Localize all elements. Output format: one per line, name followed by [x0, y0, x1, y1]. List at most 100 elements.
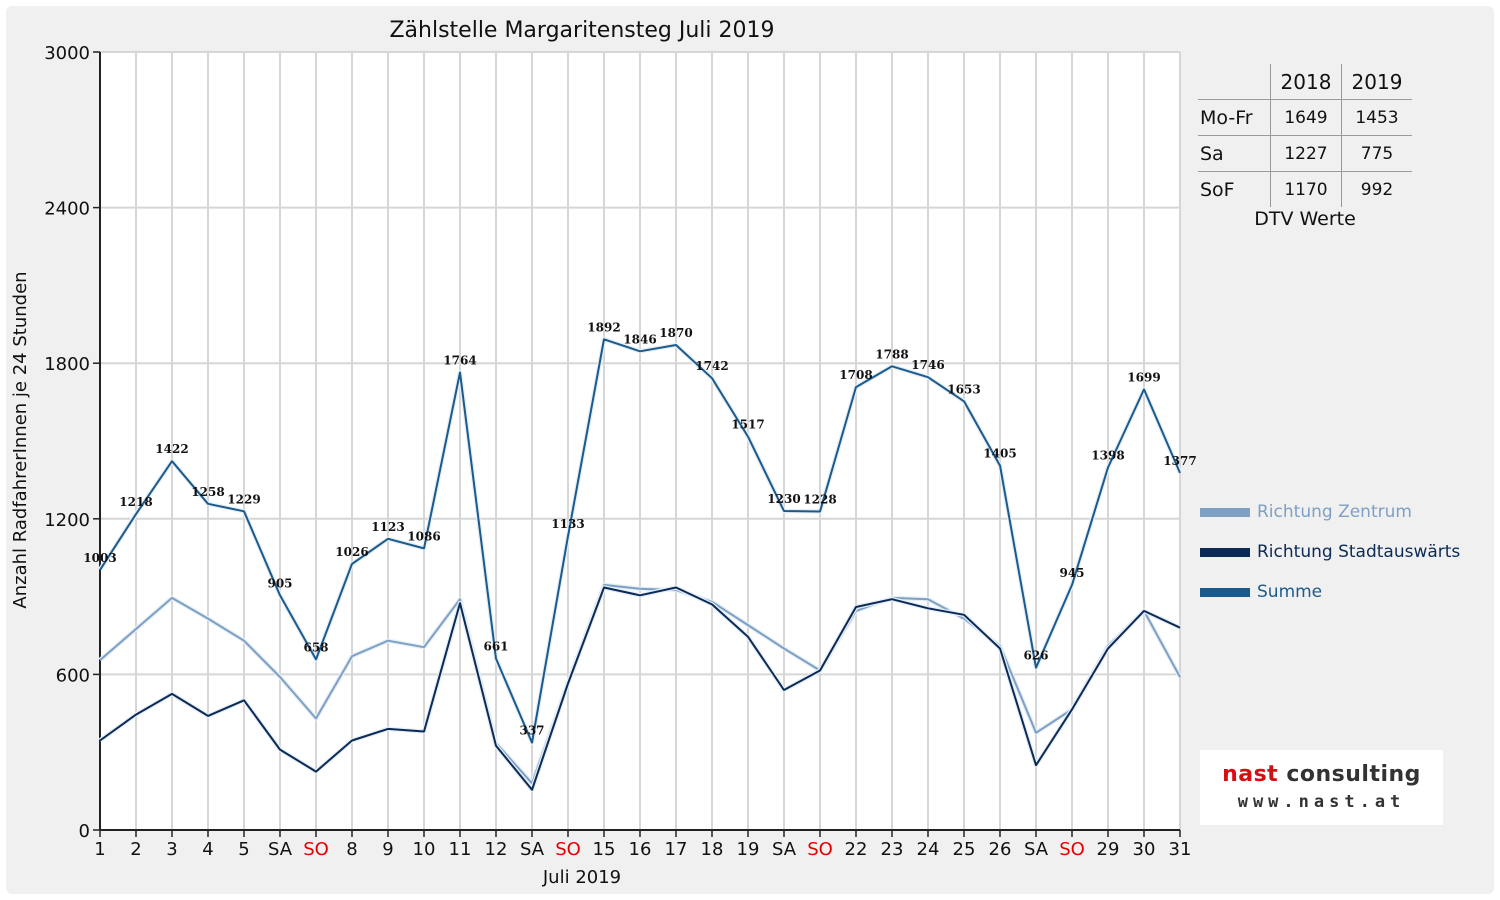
x-tick-label: 12: [485, 839, 508, 860]
dtv-header-2019: 2019: [1341, 64, 1412, 100]
legend-item-summe: Summe: [1200, 572, 1460, 612]
x-tick-label: 3: [166, 839, 177, 860]
x-tick-label: 16: [629, 839, 652, 860]
y-tick-label: 0: [79, 821, 90, 842]
x-tick-label: 10: [413, 839, 436, 860]
data-label: 1398: [1091, 448, 1124, 462]
x-tick-label: 30: [1133, 839, 1156, 860]
x-tick-label: 18: [701, 839, 724, 860]
dtv-row-sof: SoF 1170 992: [1198, 171, 1412, 207]
legend-swatch: [1200, 587, 1250, 597]
data-label: 1892: [587, 320, 620, 334]
data-label: 1086: [407, 529, 440, 543]
data-label: 1229: [227, 492, 260, 506]
data-label: 1003: [83, 551, 116, 565]
data-label: 661: [483, 640, 508, 654]
data-label: 1026: [335, 545, 368, 559]
chart-title: Zählstelle Margaritensteg Juli 2019: [389, 18, 774, 43]
data-label: 1377: [1163, 454, 1196, 468]
x-tick-label: 31: [1169, 839, 1192, 860]
company-logo: nast consulting www.nast.at: [1200, 750, 1443, 825]
x-tick-label: SA: [772, 839, 797, 860]
logo-name: nast consulting: [1200, 762, 1443, 787]
legend-swatch: [1200, 547, 1250, 557]
dtv-value-2018: 1649: [1270, 99, 1342, 136]
data-label: 945: [1059, 566, 1084, 580]
data-label: 1133: [551, 517, 584, 531]
dtv-header-2018: 2018: [1270, 64, 1342, 100]
logo-url: www.nast.at: [1237, 792, 1406, 812]
dtv-row-sa: Sa 1227 775: [1198, 135, 1412, 172]
data-label: 1218: [119, 495, 152, 509]
series-line-3: [99, 338, 1181, 744]
data-label: 1699: [1127, 370, 1160, 384]
dtv-header-row: 2018 2019: [1198, 64, 1412, 100]
x-tick-label: 5: [238, 839, 249, 860]
legend-item-zentrum: Richtung Zentrum: [1200, 492, 1460, 532]
data-label: 1846: [623, 332, 656, 346]
dtv-value-2019: 775: [1341, 135, 1412, 172]
dtv-caption: DTV Werte: [1254, 208, 1356, 230]
x-tick-label: 8: [346, 839, 357, 860]
x-tick-label: SO: [303, 839, 329, 860]
data-label: 905: [267, 576, 292, 590]
data-label: 1708: [839, 368, 872, 382]
legend-label: Summe: [1257, 582, 1323, 602]
legend-label: Richtung Stadtauswärts: [1257, 542, 1461, 562]
y-tick-label: 2400: [44, 199, 90, 220]
y-tick-label: 1200: [44, 510, 90, 531]
data-label: 1746: [911, 358, 944, 372]
dtv-value-2018: 1170: [1270, 171, 1342, 207]
legend-swatch: [1200, 507, 1250, 517]
legend-item-stadtauswaerts: Richtung Stadtauswärts: [1200, 532, 1460, 572]
x-tick-label: SO: [807, 839, 833, 860]
series-lines: [98, 337, 1183, 793]
dtv-table: 2018 2019 Mo-Fr 1649 1453 Sa 1227 775 So…: [1198, 64, 1412, 207]
y-tick-label: 3000: [44, 43, 90, 64]
logo-name-part2: consulting: [1278, 762, 1421, 787]
x-tick-label: 24: [917, 839, 940, 860]
x-tick-label: 29: [1097, 839, 1120, 860]
series-line-2: [99, 586, 1181, 791]
x-tick-label: 26: [989, 839, 1012, 860]
x-tick-label: 17: [665, 839, 688, 860]
x-tick-label: SO: [1059, 839, 1085, 860]
data-label: 658: [303, 640, 328, 654]
dtv-corner-cell: [1198, 64, 1271, 100]
x-tick-label: SO: [555, 839, 581, 860]
x-tick-label: 1: [94, 839, 105, 860]
x-tick-label: 22: [845, 839, 868, 860]
data-label: 1228: [803, 493, 836, 507]
data-label: 1764: [443, 354, 476, 368]
x-tick-label: SA: [268, 839, 293, 860]
x-tick-label: 4: [202, 839, 213, 860]
data-label: 1870: [659, 326, 692, 340]
dtv-row-label: SoF: [1200, 178, 1235, 201]
gridlines: [99, 51, 1181, 831]
legend-label: Richtung Zentrum: [1257, 502, 1412, 522]
data-label: 1653: [947, 382, 980, 396]
dtv-row-mofr: Mo-Fr 1649 1453: [1198, 99, 1412, 136]
data-label: 1742: [695, 359, 728, 373]
data-label: 337: [519, 724, 544, 738]
x-tick-label: SA: [1024, 839, 1049, 860]
data-label: 626: [1023, 649, 1048, 663]
data-label: 1123: [371, 520, 404, 534]
data-label: 1422: [155, 442, 188, 456]
x-tick-label: 2: [130, 839, 141, 860]
y-axis-title: Anzahl RadfahrerInnen je 24 Stunden: [10, 271, 31, 608]
legend: Richtung Zentrum Richtung Stadtauswärts …: [1200, 492, 1460, 612]
data-label: 1258: [191, 485, 224, 499]
x-tick-label: 23: [881, 839, 904, 860]
data-label: 1517: [731, 418, 764, 432]
x-tick-label: 9: [382, 839, 393, 860]
data-label: 1405: [983, 447, 1016, 461]
x-tick-label: 15: [593, 839, 616, 860]
dtv-value-2019: 1453: [1341, 99, 1412, 136]
logo-name-part1: nast: [1222, 762, 1279, 787]
x-tick-label: 11: [449, 839, 472, 860]
dtv-value-2019: 992: [1341, 171, 1412, 207]
